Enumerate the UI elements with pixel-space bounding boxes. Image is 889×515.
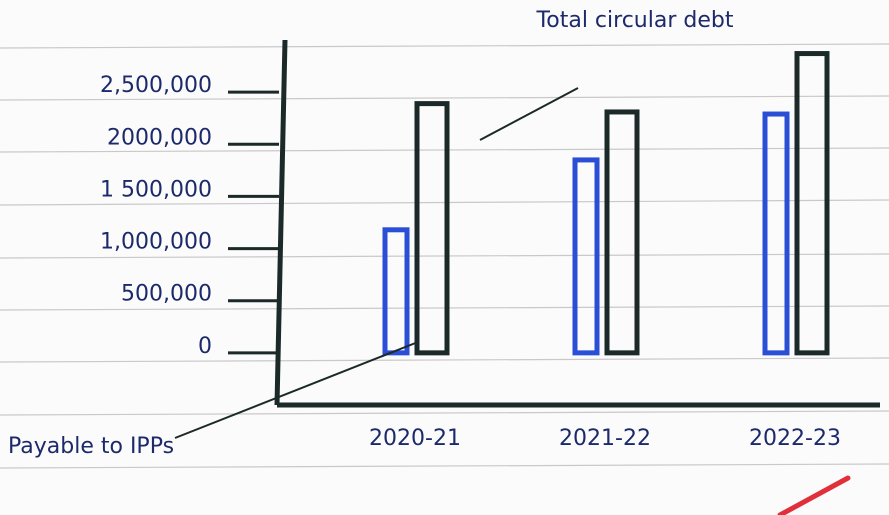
bar-1 [604,109,640,356]
bar-1 [414,101,450,356]
bar-0 [382,227,410,356]
annotation-total: Total circular debt [536,8,734,33]
bar-0 [762,111,790,356]
x-tick-label: 2021-22 [559,426,651,451]
annotation-payable: Payable to IPPs [8,434,175,459]
y-tick-label: 0 [198,334,212,359]
pointer-total [479,87,579,141]
y-tick-label: 2,500,000 [100,73,212,98]
pointer-payable [174,341,419,439]
x-tick-label: 2020-21 [369,426,461,451]
x-tick-label: 2022-23 [749,426,841,451]
y-tick-label: 1,000,000 [100,230,212,255]
bar-0 [572,157,600,356]
pen-stroke [777,475,851,515]
y-tick-label: 2000,000 [107,125,212,150]
y-axis [274,39,288,406]
bar-1 [794,51,830,356]
y-tick-label: 1 500,000 [100,177,212,202]
y-tick-label: 500,000 [121,282,212,307]
